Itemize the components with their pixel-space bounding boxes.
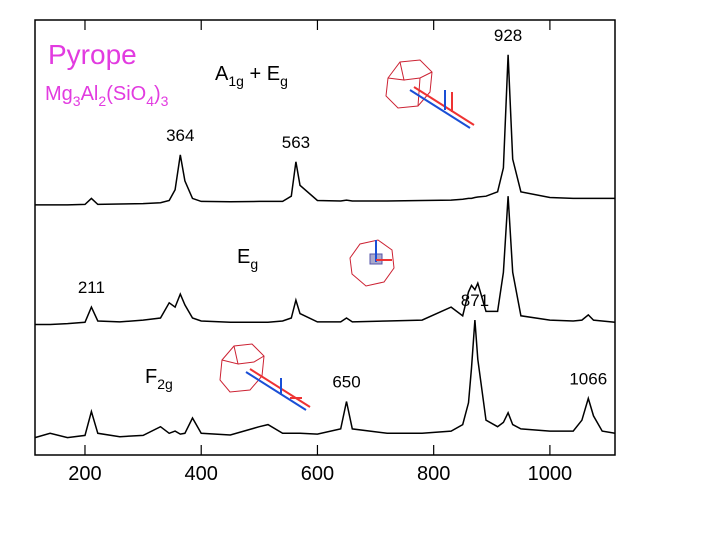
x-tick-label: 200 (68, 463, 101, 485)
mode-label: Eg (237, 246, 258, 272)
spectrum-line (35, 54, 615, 206)
x-tick-label: 800 (417, 463, 450, 485)
text-part: + E (244, 63, 280, 85)
text-part: A (215, 63, 229, 85)
peak-label: 563 (282, 133, 310, 152)
text-part: ) (154, 83, 161, 105)
peak-label: 1066 (569, 369, 607, 388)
crystal-icon (349, 239, 395, 287)
text-part: F (145, 366, 157, 388)
subscript: g (250, 256, 258, 272)
subscript: 3 (73, 93, 81, 109)
formula: Mg3Al2(SiO4)3 (45, 83, 169, 109)
chart-title: Pyrope (48, 39, 137, 70)
peak-label: 364 (166, 126, 194, 145)
spectrum-line (35, 196, 616, 326)
x-tick-label: 400 (185, 463, 218, 485)
peak-label: 211 (78, 278, 105, 297)
crystal-icon (385, 59, 475, 129)
plot-frame (34, 19, 616, 456)
peak-label: 928 (494, 26, 522, 45)
crystal-icon (219, 343, 311, 411)
peak-label: 650 (332, 372, 360, 391)
text-part: (SiO (106, 83, 146, 105)
x-tick-label: 600 (301, 463, 334, 485)
subscript: g (280, 73, 288, 89)
mode-label: A1g + Eg (215, 63, 288, 89)
subscript: 1g (228, 73, 244, 89)
text-part: E (237, 246, 250, 268)
subscript: 4 (146, 93, 154, 109)
text-part: Mg (45, 83, 73, 105)
text-part: Al (81, 83, 99, 105)
spectrum-line (34, 320, 616, 439)
mode-label: F2g (145, 366, 173, 392)
subscript: 2 (98, 93, 106, 109)
x-tick-label: 1000 (528, 463, 573, 485)
peak-label: 871 (461, 291, 489, 310)
subscript: 2g (157, 376, 173, 392)
subscript: 3 (161, 93, 169, 109)
